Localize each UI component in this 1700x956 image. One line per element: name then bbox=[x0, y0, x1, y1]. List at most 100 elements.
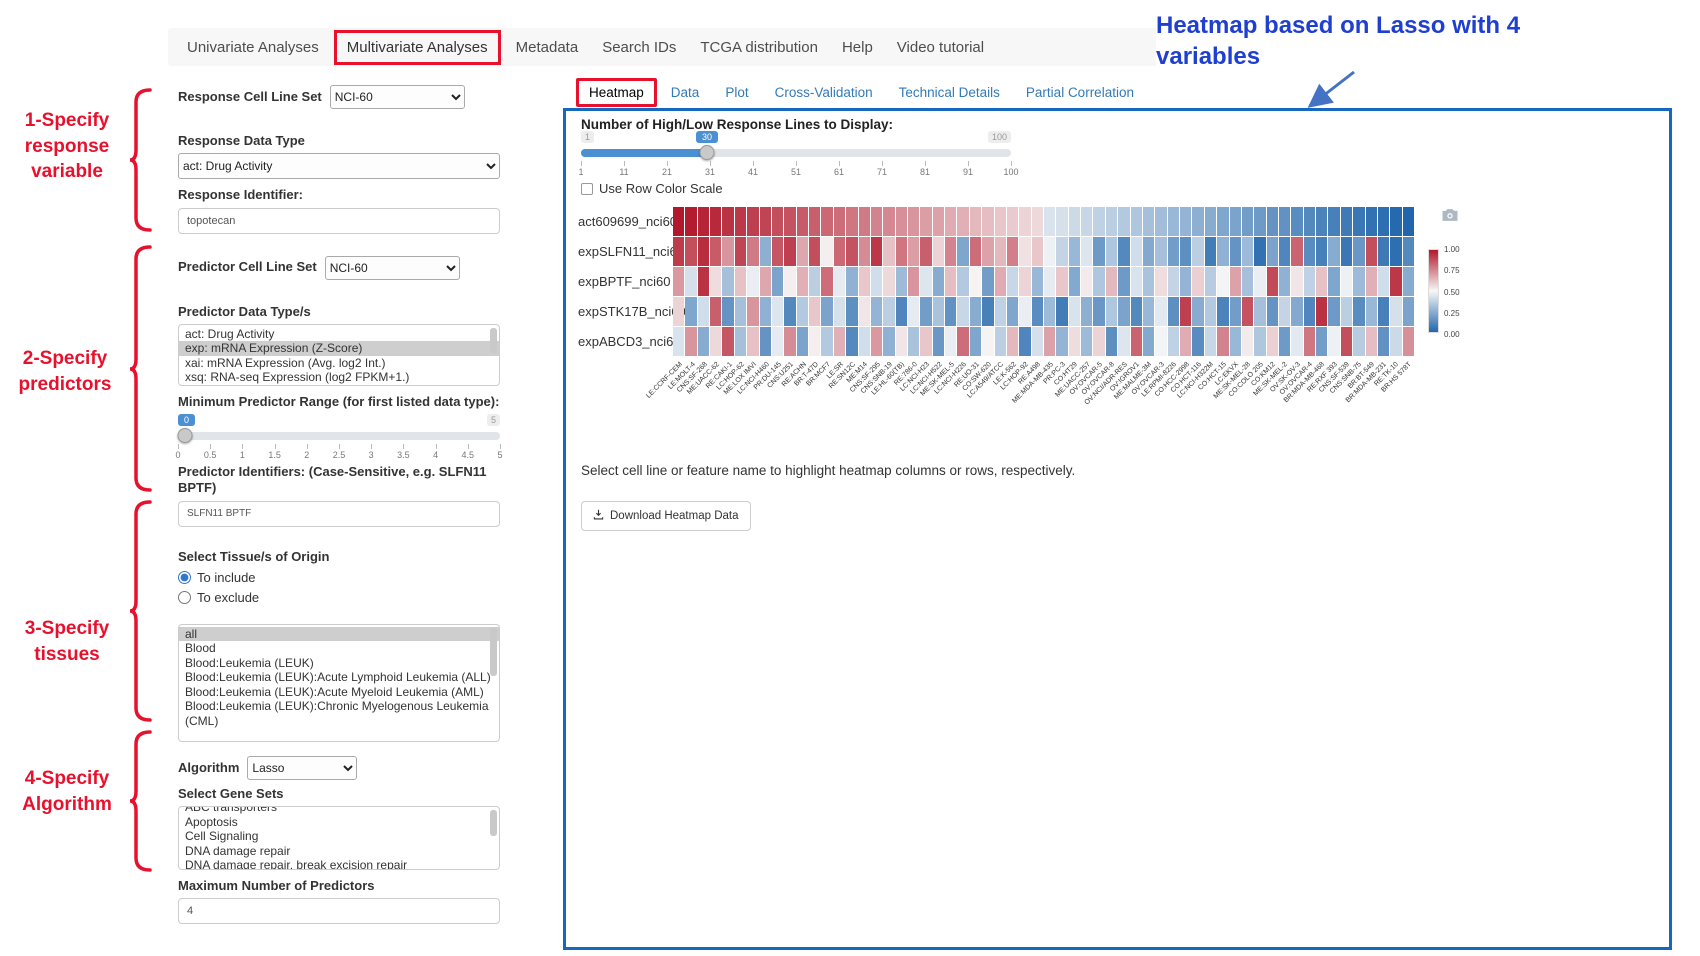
heatmap-cell bbox=[932, 327, 945, 356]
slider-tick-label: 81 bbox=[919, 167, 931, 177]
predictor-data-types-listbox[interactable]: act: Drug Activity exp: mRNA Expression (… bbox=[178, 323, 500, 386]
heatmap-cell bbox=[1241, 327, 1254, 356]
camera-icon[interactable] bbox=[1440, 207, 1460, 223]
tab-plot[interactable]: Plot bbox=[725, 85, 749, 100]
listbox-option[interactable]: Blood bbox=[185, 641, 216, 656]
heatmap-cell bbox=[1118, 267, 1130, 296]
colorbar-tick-label: 0.50 bbox=[1444, 287, 1460, 297]
heatmap-cell bbox=[710, 207, 722, 236]
heatmap-cell bbox=[846, 207, 858, 236]
nav-item-video-tutorial[interactable]: Video tutorial bbox=[896, 38, 985, 56]
lines-slider-track[interactable] bbox=[581, 149, 1011, 157]
heatmap-cell bbox=[1044, 207, 1056, 236]
nav-item-univariate-analyses[interactable]: Univariate Analyses bbox=[187, 38, 319, 56]
slider-tick bbox=[925, 161, 926, 166]
heatmap-cell bbox=[1377, 297, 1390, 326]
heatmap-cell bbox=[1068, 297, 1081, 326]
response-data-type-select[interactable]: act: Drug Activity bbox=[178, 153, 500, 180]
min-predictor-range-slider[interactable]: 0 5 0 0.5 1 1.5 2 2.5 3 3.5 4 4.5 5 bbox=[175, 414, 503, 464]
heatmap-row-label[interactable]: expSLFN11_nci60 bbox=[578, 244, 684, 259]
nav-item-metadata[interactable]: Metadata bbox=[515, 38, 579, 56]
heatmap-cell bbox=[673, 297, 685, 326]
nav-item-tcga-distribution[interactable]: TCGA distribution bbox=[700, 38, 818, 56]
listbox-option[interactable]: act: Drug Activity bbox=[185, 326, 275, 341]
tab-partial-correlation[interactable]: Partial Correlation bbox=[1025, 85, 1134, 100]
heatmap-cell bbox=[734, 237, 747, 266]
slider-handle[interactable] bbox=[177, 428, 193, 443]
tab-technical-details[interactable]: Technical Details bbox=[898, 85, 1000, 100]
heatmap-cell bbox=[833, 267, 846, 296]
nav-item-search-ids[interactable]: Search IDs bbox=[602, 38, 677, 56]
use-row-color-scale-checkbox[interactable] bbox=[581, 182, 593, 195]
listbox-option[interactable]: Blood:Leukemia (LEUK):Acute Lymphoid Leu… bbox=[185, 670, 491, 685]
annotation-step2: 2-Specify predictors bbox=[18, 348, 112, 395]
heatmap-row-label[interactable]: expSTK17B_nci60 bbox=[578, 304, 686, 319]
slider-tick-label: 1.5 bbox=[268, 450, 281, 460]
slider-tick-label: 4 bbox=[433, 450, 439, 460]
lines-slider[interactable]: 1 100 30 1 11 21 31 41 51 61 71 81 91 100 bbox=[578, 131, 1019, 181]
listbox-option[interactable]: Apoptosis bbox=[185, 814, 238, 829]
heatmap-cell bbox=[883, 267, 895, 296]
heatmap-cell bbox=[1229, 327, 1241, 356]
listbox-option[interactable]: ABC transporters bbox=[185, 806, 278, 814]
tissue-include-radio[interactable] bbox=[178, 570, 191, 584]
listbox-option[interactable]: Blood:Leukemia (LEUK):Chronic Myelogenou… bbox=[185, 699, 489, 728]
heatmap-row-label[interactable]: act609699_nci60 bbox=[578, 214, 678, 229]
listbox-option[interactable]: all bbox=[179, 626, 499, 642]
slider-tick bbox=[403, 444, 405, 449]
tab-data[interactable]: Data bbox=[670, 85, 700, 100]
lines-slider-handle[interactable] bbox=[699, 145, 715, 160]
download-heatmap-data-button[interactable]: Download Heatmap Data bbox=[581, 501, 751, 531]
listbox-option[interactable]: exp: mRNA Expression (Z-Score) bbox=[179, 341, 499, 356]
tissue-include-label: To include bbox=[197, 569, 256, 585]
listbox-option[interactable]: xai: mRNA Expression (Avg. log2 Int.) bbox=[185, 355, 386, 370]
heatmap-cell bbox=[982, 237, 994, 266]
listbox-option[interactable]: xsq: RNA-seq Expression (log2 FPKM+1.) bbox=[185, 370, 410, 385]
listbox-option[interactable]: Cell Signaling bbox=[185, 829, 259, 843]
gene-sets-listbox[interactable]: ABC transporters Apoptosis Cell Signaling D… bbox=[178, 806, 500, 870]
tab-cross-validation[interactable]: Cross-Validation bbox=[774, 85, 873, 100]
listbox-option[interactable]: DNA damage repair, break excision repair bbox=[185, 858, 408, 870]
heatmap-cell bbox=[1266, 267, 1278, 296]
heatmap-cell bbox=[1167, 207, 1180, 236]
heatmap-cell bbox=[1254, 327, 1266, 356]
annotation-bracket-1 bbox=[129, 88, 152, 232]
slider-tick-label: 5 bbox=[497, 450, 503, 460]
algorithm-label: Algorithm bbox=[178, 759, 240, 775]
algorithm-select[interactable]: Lasso bbox=[247, 755, 358, 780]
slider-tick bbox=[753, 161, 754, 166]
heatmap-cell bbox=[747, 267, 759, 296]
response-cell-line-set-select[interactable]: NCI-60 bbox=[329, 85, 465, 109]
heatmap-row-label[interactable]: expBPTF_nci60 bbox=[578, 274, 671, 289]
heatmap-row-label[interactable]: expABCD3_nci60 bbox=[578, 334, 681, 349]
colorbar-ticks: 1.00 0.75 0.50 0.25 0.00 bbox=[1444, 245, 1460, 339]
heatmap-cell bbox=[1204, 267, 1217, 296]
response-identifier-input[interactable] bbox=[178, 207, 500, 234]
heatmap-cell bbox=[1340, 237, 1353, 266]
slider-track[interactable] bbox=[178, 432, 500, 440]
listbox-option[interactable]: Blood:Leukemia (LEUK):Acute Myeloid Leuk… bbox=[185, 684, 484, 699]
lines-slider-value-bubble: 30 bbox=[695, 131, 718, 143]
heatmap-cell bbox=[1155, 237, 1167, 266]
heatmap-cell bbox=[722, 267, 734, 296]
nav-item-multivariate-analyses[interactable]: Multivariate Analyses bbox=[333, 29, 501, 65]
listbox-option[interactable]: DNA damage repair bbox=[185, 843, 291, 858]
heatmap-cell bbox=[1291, 237, 1303, 266]
heatmap-cell bbox=[1254, 237, 1266, 266]
heatmap-cell bbox=[1291, 267, 1303, 296]
tissue-listbox[interactable]: all Blood Blood:Leukemia (LEUK) Blood:Leuke… bbox=[178, 623, 500, 742]
predictor-cell-line-set-select[interactable]: NCI-60 bbox=[324, 255, 460, 280]
predictor-identifiers-input[interactable] bbox=[178, 500, 500, 527]
tab-heatmap[interactable]: Heatmap bbox=[576, 78, 657, 107]
heatmap-cell bbox=[1278, 207, 1291, 236]
slider-tick-label: 21 bbox=[661, 167, 673, 177]
heatmap-cell bbox=[697, 327, 710, 356]
slider-tick bbox=[306, 444, 308, 449]
heatmap-cell bbox=[994, 237, 1006, 266]
heatmap-cell bbox=[945, 207, 957, 236]
slider-tick-label: 51 bbox=[790, 167, 802, 177]
listbox-option[interactable]: Blood:Leukemia (LEUK) bbox=[185, 655, 314, 670]
nav-item-help[interactable]: Help bbox=[841, 38, 873, 56]
tissue-exclude-radio[interactable] bbox=[178, 590, 191, 604]
max-predictors-input[interactable] bbox=[178, 898, 500, 925]
